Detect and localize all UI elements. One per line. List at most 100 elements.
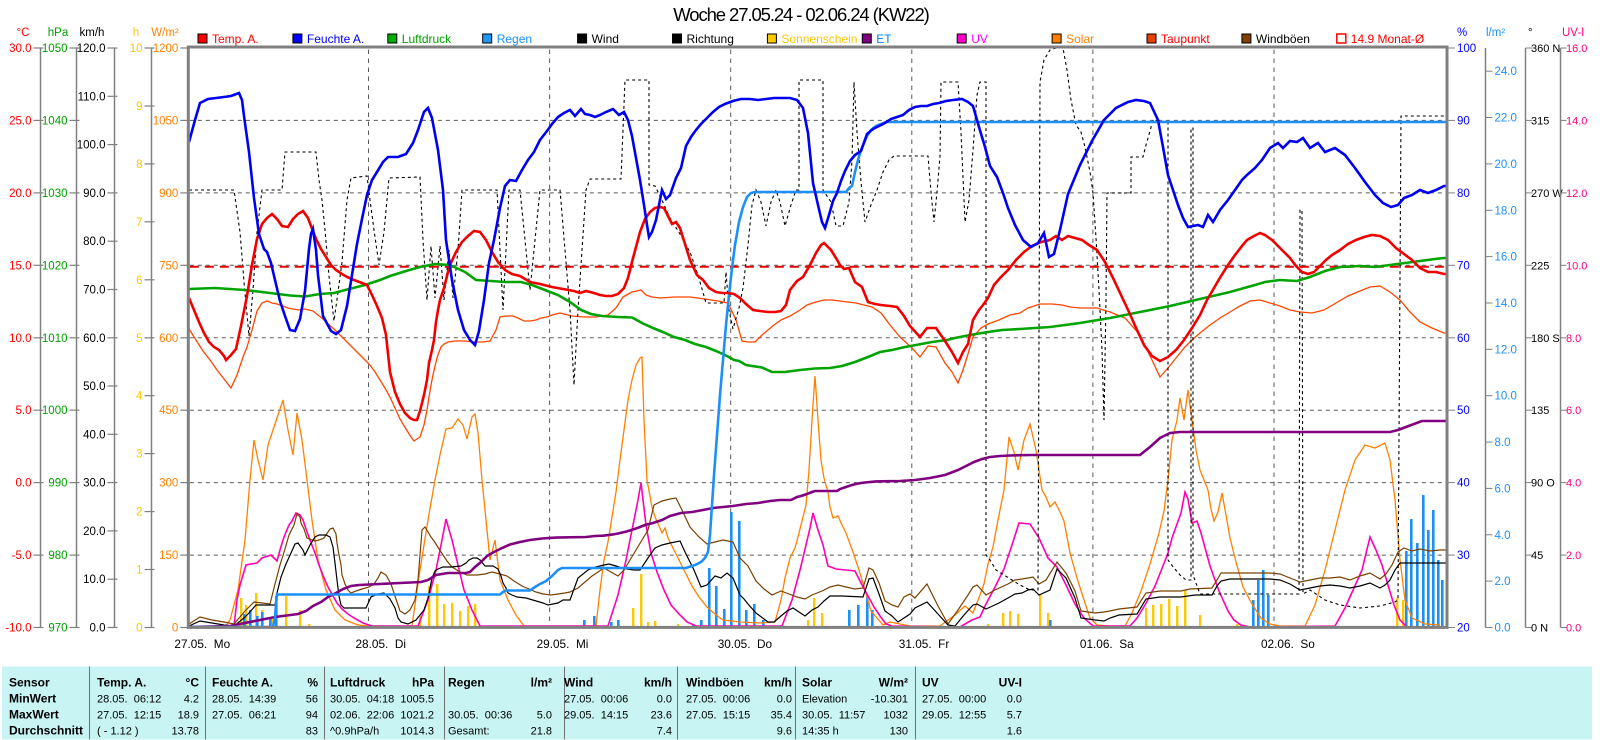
svg-text:14.0: 14.0 xyxy=(1566,115,1587,127)
svg-text:900: 900 xyxy=(159,188,178,200)
svg-text:5.0: 5.0 xyxy=(537,710,552,722)
svg-text:l/m²: l/m² xyxy=(1486,27,1505,39)
svg-text:%: % xyxy=(1457,27,1467,39)
svg-text:1050: 1050 xyxy=(42,43,68,55)
svg-text:UV: UV xyxy=(971,32,988,46)
svg-text:Sonnenschein: Sonnenschein xyxy=(781,32,857,46)
svg-text:Feuchte A.: Feuchte A. xyxy=(307,32,364,46)
svg-text:Solar: Solar xyxy=(1066,32,1094,46)
svg-text:120.0: 120.0 xyxy=(77,43,106,55)
svg-text:0.0: 0.0 xyxy=(16,478,32,490)
svg-text:Regen: Regen xyxy=(497,32,532,46)
svg-text:2: 2 xyxy=(136,507,142,519)
svg-text:-10.0: -10.0 xyxy=(5,623,31,635)
svg-text:1021.2: 1021.2 xyxy=(400,710,434,722)
svg-text:13.78: 13.78 xyxy=(171,726,199,738)
svg-text:27.05. 12:15: 27.05. 12:15 xyxy=(97,710,161,722)
svg-text:( - 1.12 ): ( - 1.12 ) xyxy=(97,726,139,738)
svg-text:°: ° xyxy=(1528,27,1533,39)
svg-text:1030: 1030 xyxy=(42,188,68,200)
svg-text:0.0: 0.0 xyxy=(657,694,672,706)
svg-text:1050: 1050 xyxy=(153,115,179,127)
svg-text:Windböen: Windböen xyxy=(1256,32,1310,46)
svg-text:28.05. 06:12: 28.05. 06:12 xyxy=(97,694,161,706)
svg-text:0 N: 0 N xyxy=(1531,623,1548,635)
svg-text:0.0: 0.0 xyxy=(1495,623,1511,635)
svg-text:130: 130 xyxy=(890,726,908,738)
svg-text:40: 40 xyxy=(1457,478,1470,490)
svg-text:2.0: 2.0 xyxy=(1566,550,1581,562)
svg-text:Wind: Wind xyxy=(592,32,619,46)
svg-text:30.05. Do: 30.05. Do xyxy=(718,637,773,651)
svg-text:8: 8 xyxy=(136,159,142,171)
svg-text:Temp. A.: Temp. A. xyxy=(212,32,259,46)
svg-text:83: 83 xyxy=(306,726,318,738)
svg-text:31.05. Fr: 31.05. Fr xyxy=(899,637,950,651)
svg-text:h: h xyxy=(133,27,139,39)
svg-text:360 N: 360 N xyxy=(1531,43,1560,55)
svg-text:20: 20 xyxy=(1457,623,1470,635)
svg-text:6.0: 6.0 xyxy=(1495,483,1511,495)
svg-text:990: 990 xyxy=(48,478,67,490)
svg-text:4.2: 4.2 xyxy=(184,694,199,706)
svg-text:0.0: 0.0 xyxy=(1566,623,1581,635)
svg-text:02.06. So: 02.06. So xyxy=(1261,637,1315,651)
svg-text:56: 56 xyxy=(306,694,318,706)
svg-text:50.0: 50.0 xyxy=(83,381,105,393)
svg-text:450: 450 xyxy=(159,405,178,417)
svg-text:25.0: 25.0 xyxy=(9,115,31,127)
svg-text:0.0: 0.0 xyxy=(90,623,106,635)
svg-text:Gesamt:: Gesamt: xyxy=(448,726,490,738)
svg-text:8.0: 8.0 xyxy=(1495,437,1511,449)
svg-text:Regen: Regen xyxy=(448,676,485,690)
svg-text:7.4: 7.4 xyxy=(657,726,672,738)
svg-text:UV-I: UV-I xyxy=(1562,27,1584,39)
svg-text:29.05. 14:15: 29.05. 14:15 xyxy=(564,710,628,722)
svg-text:^0.9hPa/h: ^0.9hPa/h xyxy=(330,726,379,738)
svg-text:28.05. Di: 28.05. Di xyxy=(356,637,407,651)
svg-text:0.0: 0.0 xyxy=(1007,694,1022,706)
svg-text:45: 45 xyxy=(1531,550,1543,562)
svg-text:27.05. 06:21: 27.05. 06:21 xyxy=(212,710,276,722)
svg-text:Luftdruck: Luftdruck xyxy=(330,676,386,690)
svg-text:hPa: hPa xyxy=(412,676,434,690)
svg-text:18.9: 18.9 xyxy=(178,710,199,722)
svg-text:980: 980 xyxy=(48,550,67,562)
svg-text:6: 6 xyxy=(136,275,142,287)
svg-text:90 O: 90 O xyxy=(1531,478,1555,490)
svg-text:27.05. 00:00: 27.05. 00:00 xyxy=(922,694,986,706)
svg-text:29.05. Mi: 29.05. Mi xyxy=(537,637,589,651)
svg-text:0: 0 xyxy=(136,623,142,635)
svg-text:150: 150 xyxy=(159,550,178,562)
svg-text:°C: °C xyxy=(17,27,30,39)
svg-text:12.0: 12.0 xyxy=(1495,344,1517,356)
svg-text:3: 3 xyxy=(136,449,142,461)
svg-text:14.0: 14.0 xyxy=(1495,298,1517,310)
svg-text:20.0: 20.0 xyxy=(83,526,105,538)
svg-text:1014.3: 1014.3 xyxy=(400,726,434,738)
svg-text:14.9 Monat-Ø: 14.9 Monat-Ø xyxy=(1351,32,1424,46)
svg-text:100.0: 100.0 xyxy=(77,140,106,152)
svg-text:hPa: hPa xyxy=(48,27,69,39)
svg-text:1.6: 1.6 xyxy=(1007,726,1022,738)
svg-text:Richtung: Richtung xyxy=(687,32,734,46)
svg-text:Sensor: Sensor xyxy=(9,676,50,690)
svg-text:970: 970 xyxy=(48,623,67,635)
svg-text:1: 1 xyxy=(136,565,142,577)
svg-text:W/m²: W/m² xyxy=(151,27,179,39)
svg-text:Taupunkt: Taupunkt xyxy=(1161,32,1210,46)
svg-text:6.0: 6.0 xyxy=(1566,405,1581,417)
svg-text:40.0: 40.0 xyxy=(83,429,105,441)
svg-text:UV-I: UV-I xyxy=(999,676,1022,690)
svg-text:8.0: 8.0 xyxy=(1566,333,1581,345)
svg-text:Wind: Wind xyxy=(564,676,593,690)
svg-text:1000: 1000 xyxy=(42,405,68,417)
svg-text:9: 9 xyxy=(136,101,142,113)
svg-text:30.05. 00:36: 30.05. 00:36 xyxy=(448,710,512,722)
svg-text:10.0: 10.0 xyxy=(83,574,105,586)
svg-text:29.05. 12:55: 29.05. 12:55 xyxy=(922,710,986,722)
svg-text:km/h: km/h xyxy=(644,676,672,690)
svg-text:1200: 1200 xyxy=(153,43,179,55)
svg-text:30.05. 11:57: 30.05. 11:57 xyxy=(802,710,865,722)
svg-text:Feuchte A.: Feuchte A. xyxy=(212,676,273,690)
